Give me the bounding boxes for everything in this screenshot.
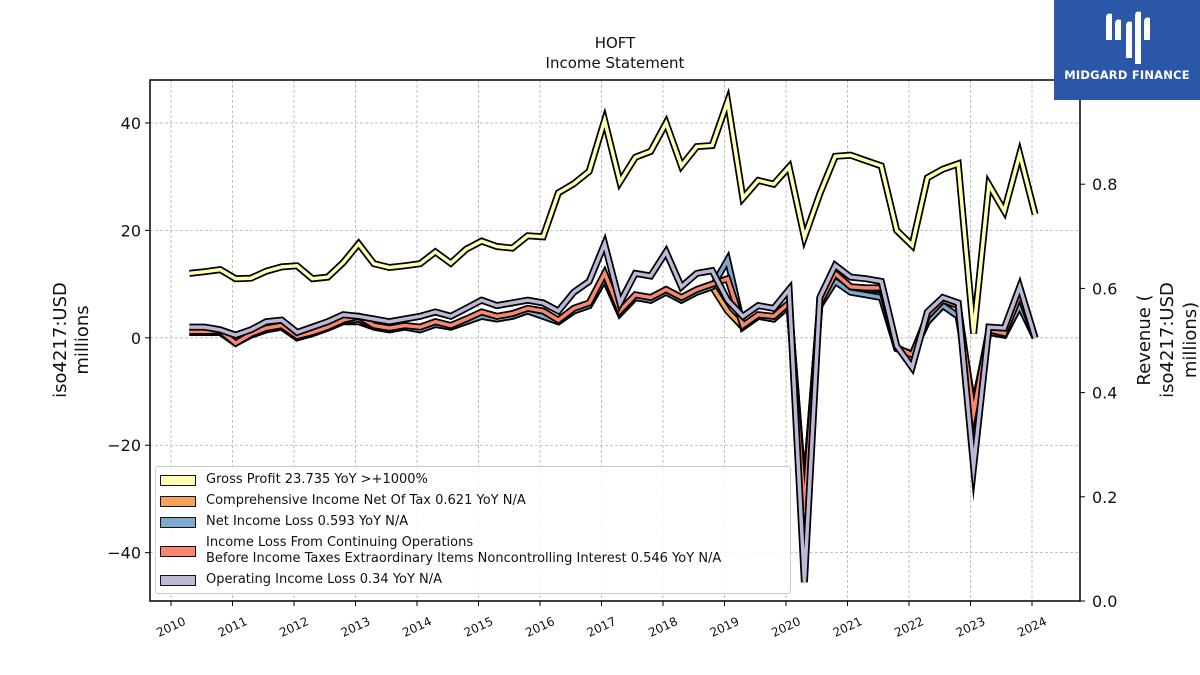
series-0 bbox=[189, 87, 1039, 334]
legend-swatch bbox=[160, 495, 196, 507]
x-tick-label: 2023 bbox=[954, 614, 988, 640]
x-tick-label: 2022 bbox=[892, 614, 926, 640]
y-left-tick-label: 20 bbox=[121, 221, 141, 240]
series-line bbox=[189, 94, 1037, 334]
y-left-label-1: iso4217:USD bbox=[50, 282, 71, 398]
legend-label: Operating Income Loss 0.34 YoY N/A bbox=[206, 572, 443, 587]
legend-item-operating-income: Operating Income Loss 0.34 YoY N/A bbox=[160, 572, 442, 588]
legend-label-line2: Before Income Taxes Extraordinary Items … bbox=[206, 551, 722, 566]
x-tick-label: 2015 bbox=[462, 614, 496, 640]
x-tick-label: 2024 bbox=[1015, 614, 1049, 640]
plot-frame bbox=[149, 79, 1081, 602]
legend-label-line1: Income Loss From Continuing Operations bbox=[206, 535, 474, 550]
legend-item-comprehensive-income: Comprehensive Income Net Of Tax 0.621 Yo… bbox=[160, 493, 526, 509]
y-left-tick-label: −20 bbox=[107, 436, 141, 455]
brand-logo: MIDGARD FINANCE bbox=[1054, 0, 1200, 100]
y-right-tick-label: 0.6 bbox=[1092, 279, 1117, 298]
y-right-label-3: millions) bbox=[1180, 302, 1200, 378]
legend-swatch bbox=[160, 474, 196, 486]
y-left-tick-label: 0 bbox=[131, 329, 141, 348]
legend-swatch bbox=[160, 545, 196, 557]
x-tick-label: 2014 bbox=[400, 614, 434, 640]
x-tick-label: 2018 bbox=[646, 614, 680, 640]
series-layer bbox=[189, 87, 1039, 583]
chart-subtitle: Income Statement bbox=[545, 54, 685, 72]
x-tick-label: 2011 bbox=[216, 614, 250, 640]
y-right-tick-label: 0.8 bbox=[1092, 175, 1117, 194]
x-tick-label: 2021 bbox=[831, 614, 865, 640]
legend-swatch bbox=[160, 574, 196, 586]
x-tick-label: 2012 bbox=[277, 614, 311, 640]
series-4 bbox=[189, 232, 1039, 583]
x-tick-label: 2020 bbox=[769, 614, 803, 640]
y-right-tick-label: 0.2 bbox=[1092, 488, 1117, 507]
brand-name: MIDGARD FINANCE bbox=[1064, 68, 1190, 82]
chart-legend: Gross Profit 23.735 YoY >+1000% Comprehe… bbox=[155, 466, 791, 594]
series-line bbox=[189, 238, 1037, 583]
legend-label: Net Income Loss 0.593 YoY N/A bbox=[206, 514, 409, 529]
chart-title-block: HOFT Income Statement bbox=[465, 33, 765, 73]
legend-label: Comprehensive Income Net Of Tax 0.621 Yo… bbox=[206, 493, 526, 508]
y-right-tick-label: 0.0 bbox=[1092, 592, 1117, 611]
legend-item-gross-profit: Gross Profit 23.735 YoY >+1000% bbox=[160, 472, 428, 488]
y-left-tick-label: 40 bbox=[121, 114, 141, 133]
legend-item-net-income: Net Income Loss 0.593 YoY N/A bbox=[160, 514, 408, 530]
legend-label-multiline: Income Loss From Continuing Operations B… bbox=[206, 535, 721, 567]
y-left-tick-label: −40 bbox=[107, 544, 141, 563]
legend-item-income-continuing-ops: Income Loss From Continuing Operations B… bbox=[160, 535, 721, 567]
y-left-label-2: millions bbox=[72, 305, 93, 374]
grid-lines bbox=[150, 80, 1080, 601]
y-right-tick-label: 0.4 bbox=[1092, 384, 1117, 403]
x-tick-label: 2019 bbox=[708, 614, 742, 640]
midgard-logo-icon bbox=[1106, 11, 1150, 64]
y-right-label-2: iso4217:USD bbox=[1157, 282, 1178, 398]
x-tick-label: 2016 bbox=[523, 614, 557, 640]
legend-label: Gross Profit 23.735 YoY >+1000% bbox=[206, 472, 428, 487]
y-right-label-1: Revenue ( bbox=[1134, 294, 1155, 385]
x-tick-label: 2017 bbox=[585, 614, 619, 640]
chart-title: HOFT bbox=[594, 34, 636, 52]
x-tick-label: 2013 bbox=[339, 614, 373, 640]
legend-swatch bbox=[160, 516, 196, 528]
x-tick-label: 2010 bbox=[154, 614, 188, 640]
